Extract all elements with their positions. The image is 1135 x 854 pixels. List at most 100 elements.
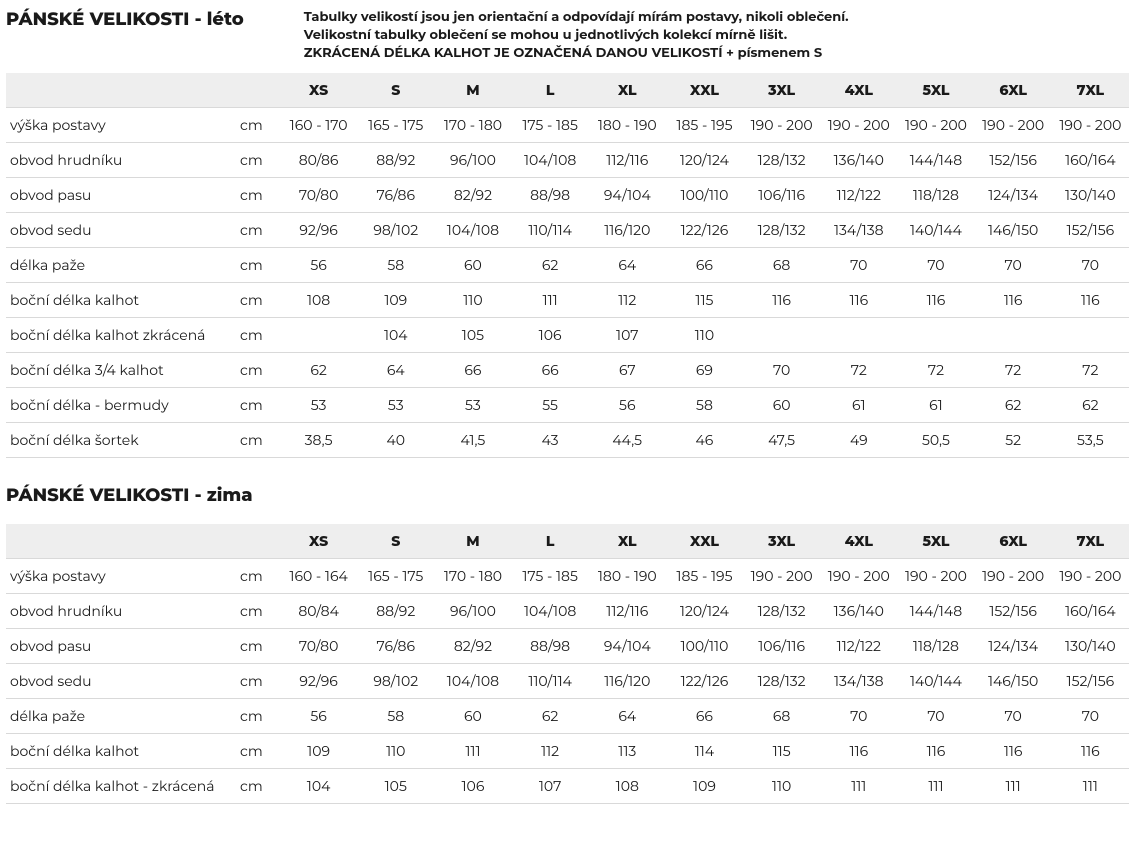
row-unit: cm <box>236 422 280 457</box>
row-label: délka paže <box>6 698 236 733</box>
cell: 116 <box>1052 282 1129 317</box>
cell: 105 <box>434 317 511 352</box>
cell: 116 <box>820 282 897 317</box>
cell: 104 <box>280 768 357 803</box>
cell: 116 <box>975 733 1052 768</box>
cell: 41,5 <box>434 422 511 457</box>
row-unit: cm <box>236 142 280 177</box>
row-label: boční délka šortek <box>6 422 236 457</box>
cell <box>1052 317 1129 352</box>
cell: 56 <box>589 387 666 422</box>
cell: 116 <box>1052 733 1129 768</box>
cell: 105 <box>357 768 434 803</box>
cell: 88/92 <box>357 593 434 628</box>
cell: 160/164 <box>1052 142 1129 177</box>
cell: 128/132 <box>743 663 820 698</box>
row-unit: cm <box>236 663 280 698</box>
cell: 96/100 <box>434 593 511 628</box>
cell: 46 <box>666 422 743 457</box>
row-label: boční délka kalhot <box>6 282 236 317</box>
cell: 120/124 <box>666 142 743 177</box>
col-size-7xl: 7XL <box>1052 73 1129 108</box>
cell: 190 - 200 <box>897 107 974 142</box>
row-unit: cm <box>236 107 280 142</box>
cell: 94/104 <box>589 628 666 663</box>
col-size-m: M <box>434 524 511 559</box>
table-row: výška postavycm160 - 164165 - 175170 - 1… <box>6 558 1129 593</box>
cell: 61 <box>820 387 897 422</box>
row-label: boční délka 3/4 kalhot <box>6 352 236 387</box>
row-label: obvod sedu <box>6 212 236 247</box>
cell <box>975 317 1052 352</box>
cell: 160 - 170 <box>280 107 357 142</box>
cell: 106 <box>512 317 589 352</box>
row-label: obvod hrudníku <box>6 593 236 628</box>
cell: 115 <box>666 282 743 317</box>
cell: 53,5 <box>1052 422 1129 457</box>
col-size-s: S <box>357 73 434 108</box>
cell <box>820 317 897 352</box>
row-unit: cm <box>236 247 280 282</box>
table-row: boční délka kalhot - zkrácenácm104105106… <box>6 768 1129 803</box>
cell: 68 <box>743 247 820 282</box>
cell: 76/86 <box>357 628 434 663</box>
cell: 70 <box>820 698 897 733</box>
cell: 94/104 <box>589 177 666 212</box>
cell: 152/156 <box>1052 663 1129 698</box>
cell: 64 <box>589 247 666 282</box>
cell: 112/122 <box>820 628 897 663</box>
cell: 112/122 <box>820 177 897 212</box>
cell: 88/92 <box>357 142 434 177</box>
cell: 190 - 200 <box>820 107 897 142</box>
summer-table: XSSMLXLXXL3XL4XL5XL6XL7XL výška postavyc… <box>6 73 1129 458</box>
col-size-xl: XL <box>589 73 666 108</box>
cell: 111 <box>820 768 897 803</box>
cell: 58 <box>357 698 434 733</box>
cell: 107 <box>512 768 589 803</box>
cell: 70/80 <box>280 177 357 212</box>
table-row: boční délka 3/4 kalhotcm6264666667697072… <box>6 352 1129 387</box>
cell: 190 - 200 <box>743 107 820 142</box>
col-size-xs: XS <box>280 73 357 108</box>
cell: 56 <box>280 698 357 733</box>
col-size-6xl: 6XL <box>975 524 1052 559</box>
cell: 152/156 <box>975 142 1052 177</box>
cell: 72 <box>1052 352 1129 387</box>
cell: 66 <box>512 352 589 387</box>
cell: 190 - 200 <box>897 558 974 593</box>
cell: 100/110 <box>666 628 743 663</box>
cell: 110 <box>666 317 743 352</box>
cell: 118/128 <box>897 628 974 663</box>
cell: 52 <box>975 422 1052 457</box>
cell: 128/132 <box>743 593 820 628</box>
cell: 80/86 <box>280 142 357 177</box>
cell: 111 <box>975 768 1052 803</box>
table-row: boční délka kalhot zkrácenácm10410510610… <box>6 317 1129 352</box>
table-row: obvod pasucm70/8076/8682/9288/9894/10410… <box>6 628 1129 663</box>
col-size-xs: XS <box>280 524 357 559</box>
cell: 130/140 <box>1052 628 1129 663</box>
col-size-m: M <box>434 73 511 108</box>
cell: 170 - 180 <box>434 558 511 593</box>
row-label: obvod pasu <box>6 628 236 663</box>
col-size-xxl: XXL <box>666 73 743 108</box>
cell: 190 - 200 <box>1052 107 1129 142</box>
cell: 100/110 <box>666 177 743 212</box>
cell: 116/120 <box>589 212 666 247</box>
cell: 122/126 <box>666 212 743 247</box>
cell: 190 - 200 <box>1052 558 1129 593</box>
cell: 116 <box>897 282 974 317</box>
cell: 64 <box>357 352 434 387</box>
winter-table: XSSMLXLXXL3XL4XL5XL6XL7XL výška postavyc… <box>6 524 1129 804</box>
cell: 72 <box>975 352 1052 387</box>
cell: 106/116 <box>743 628 820 663</box>
col-size-l: L <box>512 524 589 559</box>
table-row: boční délka kalhotcm10810911011111211511… <box>6 282 1129 317</box>
cell: 67 <box>589 352 666 387</box>
row-unit: cm <box>236 628 280 663</box>
cell: 111 <box>434 733 511 768</box>
cell: 66 <box>666 698 743 733</box>
cell: 72 <box>820 352 897 387</box>
cell: 104/108 <box>434 663 511 698</box>
cell: 110 <box>434 282 511 317</box>
